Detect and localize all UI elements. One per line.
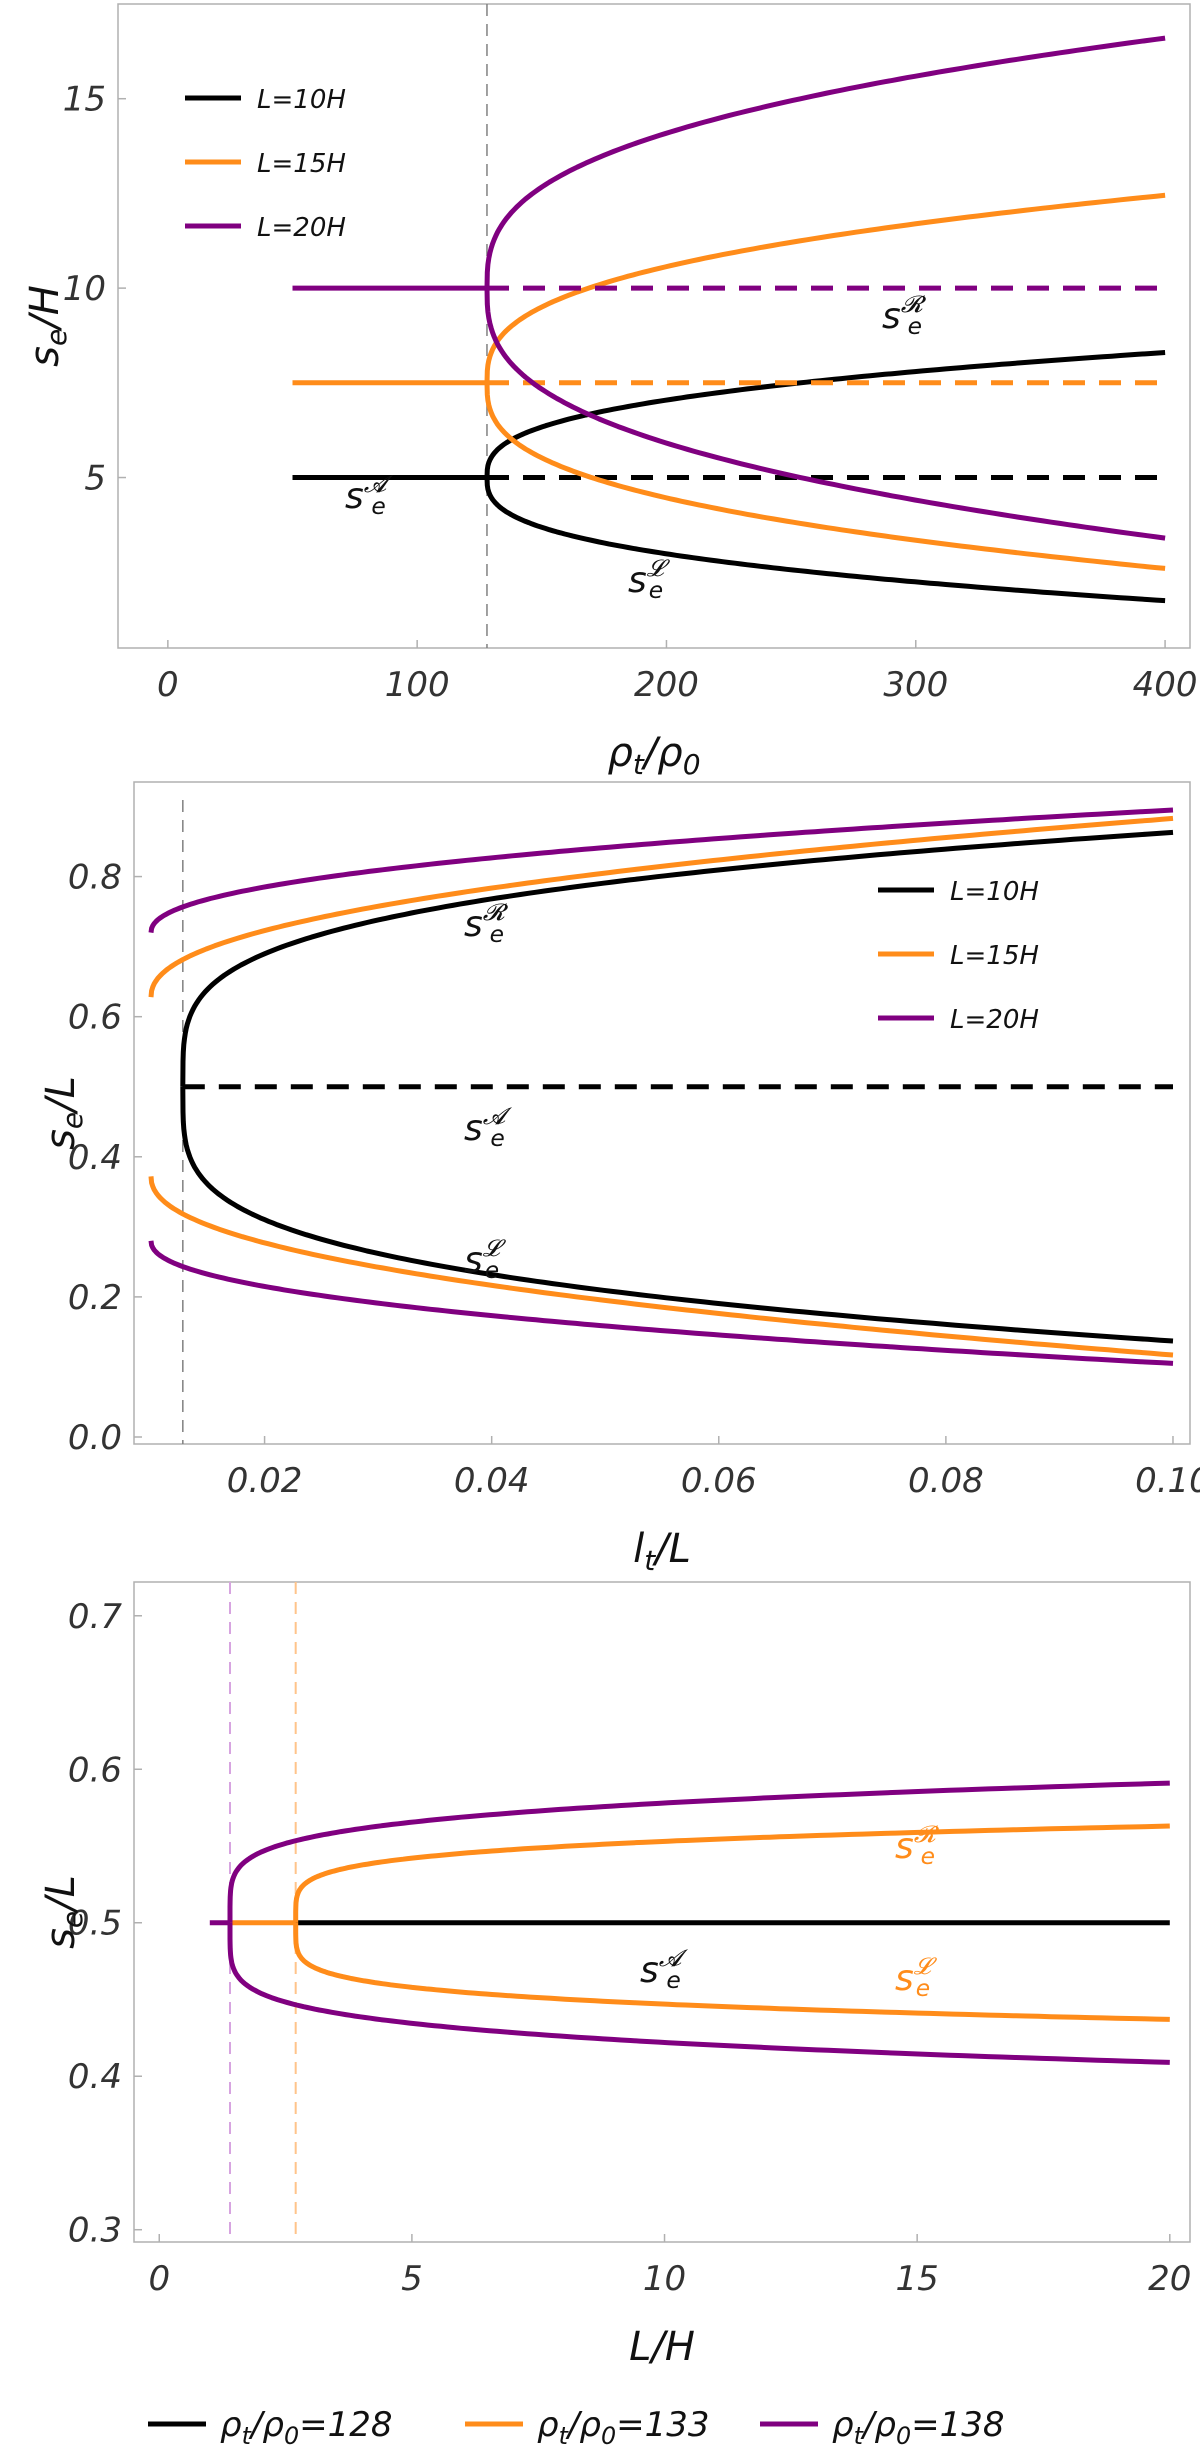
x-tick-label: 0.02: [227, 1461, 303, 1501]
y-tick-label: 0.8: [68, 858, 122, 898]
y-axis-label: se/H: [22, 285, 73, 367]
x-tick-label: 300: [883, 665, 948, 705]
chart-panel-2: 0.02 0.04 0.06 0.08 0.10 0.0 0.2 0.4 0.6 0.8 lt/L s…: [38, 781, 1200, 1577]
series-1-lower-branch: [180, 1086, 1174, 1344]
annotation-s-e-L: s𝓛 e: [464, 1234, 507, 1284]
x-tick-label: 400: [1133, 665, 1198, 705]
x-axis-label: ρt/ρ0: [607, 730, 700, 781]
annotation-s-e-A: s𝓐 e: [464, 1102, 513, 1152]
series-2-upper-branch: [293, 1823, 1170, 1923]
svg-text:L/H: L/H: [629, 2324, 695, 2370]
x-tick-label: 0.06: [681, 1461, 757, 1501]
annotation-s-e-R: s𝓡 e: [882, 290, 927, 340]
svg-text:s𝓐e: s𝓐 e: [464, 1102, 513, 1152]
series-1-upper-branch: [180, 829, 1174, 1087]
series-3-lower-branch: [148, 1240, 1174, 1366]
x-tick-label: 5: [401, 2259, 423, 2299]
x-tick-label: 0: [157, 665, 179, 705]
y-tick-label: 0.5: [68, 1904, 122, 1944]
legend: L=10H L=15H L=20H: [185, 85, 346, 243]
series-3-upper-branch: [227, 1780, 1170, 1923]
legend-entry-1-label: L=10H: [257, 85, 346, 115]
legend-entry-3-label: L=20H: [257, 213, 346, 243]
svg-text:ρt/ρ0: ρt/ρ0: [607, 730, 700, 781]
x-tick-label: 15: [896, 2259, 939, 2299]
series-2-upper-branch: [148, 815, 1174, 998]
svg-text:lt/L: lt/L: [633, 1526, 691, 1577]
y-tick-label: 0.6: [68, 998, 122, 1038]
svg-text:s𝓛e: s𝓛 e: [464, 1234, 507, 1284]
bottom-legend-entry-3-label: ρt/ρ0=138: [832, 2405, 1005, 2450]
x-axis-label: lt/L: [633, 1526, 691, 1577]
svg-text:s𝓐e: s𝓐 e: [640, 1944, 689, 1994]
x-tick-label: 0.10: [1135, 1461, 1200, 1501]
annotation-s-e-L: s𝓛 e: [628, 554, 671, 604]
series-2-right-branch: [484, 192, 1166, 383]
bottom-legend-entry-2-label: ρt/ρ0=133: [537, 2405, 710, 2450]
series-3-right-branch: [484, 35, 1166, 289]
series-3-lower-branch: [227, 1922, 1170, 2065]
svg-text:s𝓛e: s𝓛 e: [895, 1952, 938, 2002]
x-tick-label: 20: [1148, 2259, 1191, 2299]
chart-panel-3: 0 5 10 15 20 0.3 0.4 0.5 0.6 0.7 L/H se/L s𝓐 e s𝓡 e s𝓛 e: [38, 1581, 1191, 2370]
y-tick-label: 0.2: [68, 1278, 122, 1318]
y-axis-label: se/L: [38, 1875, 89, 1949]
legend-entry-1-label: L=10H: [950, 877, 1039, 907]
plot-frame: [133, 781, 1191, 1445]
series-1-right-branch: [484, 350, 1166, 478]
x-tick-label: 10: [643, 2259, 686, 2299]
x-axis-label: L/H: [629, 2324, 695, 2370]
x-tick-label: 100: [385, 665, 450, 705]
svg-text:se/L: se/L: [38, 1076, 89, 1150]
svg-text:s𝓡e: s𝓡 e: [464, 898, 509, 948]
x-tick-label: 200: [634, 665, 699, 705]
svg-text:se/H: se/H: [22, 285, 73, 367]
svg-text:s𝓡e: s𝓡 e: [882, 290, 927, 340]
legend-entry-2-label: L=15H: [257, 149, 346, 179]
annotation-s-e-A: s𝓐 e: [640, 1944, 689, 1994]
legend-entry-2-label: L=15H: [950, 941, 1039, 971]
x-tick-label: 0.04: [454, 1461, 530, 1501]
y-tick-label: 0.6: [68, 1750, 122, 1790]
plot-frame: [133, 1581, 1191, 2243]
svg-text:s𝓛e: s𝓛 e: [628, 554, 671, 604]
svg-text:se/L: se/L: [38, 1875, 89, 1949]
svg-text:s𝓡e: s𝓡 e: [895, 1820, 940, 1870]
y-tick-label: 0.0: [68, 1418, 122, 1458]
series-2-lower-branch: [148, 1176, 1174, 1358]
bottom-legend-entry-1-label: ρt/ρ0=128: [220, 2405, 393, 2450]
annotation-s-e-L: s𝓛 e: [895, 1952, 938, 2002]
y-tick-label: 0.4: [68, 1138, 122, 1178]
y-tick-label: 10: [63, 269, 106, 309]
y-tick-label: 0.7: [68, 1597, 122, 1637]
plot-frame: [117, 3, 1191, 649]
y-tick-label: 15: [63, 80, 106, 120]
x-tick-label: 0.08: [908, 1461, 984, 1501]
bottom-legend: ρt/ρ0=128 ρt/ρ0=133 ρt/ρ0=138: [148, 2405, 1005, 2450]
chart-panel-1: 0 100 200 300 400 5 10 15 ρt/ρ0 se/H L=10H L=15H L=2…: [22, 3, 1198, 781]
series-1-left-branch: [484, 477, 1166, 604]
annotation-s-e-R: s𝓡 e: [895, 1820, 940, 1870]
y-tick-label: 0.3: [68, 2211, 122, 2251]
legend: L=10H L=15H L=20H: [878, 877, 1039, 1035]
series-3-upper-branch: [148, 807, 1174, 933]
legend-entry-3-label: L=20H: [950, 1005, 1039, 1035]
y-tick-label: 5: [84, 459, 106, 499]
x-tick-label: 0: [148, 2259, 170, 2299]
series-2-left-branch: [484, 382, 1166, 571]
y-tick-label: 0.4: [68, 2057, 122, 2097]
series-3-left-branch: [484, 288, 1166, 541]
series-2-lower-branch: [293, 1922, 1170, 2022]
y-axis-label: se/L: [38, 1076, 89, 1150]
annotation-s-e-R: s𝓡 e: [464, 898, 509, 948]
